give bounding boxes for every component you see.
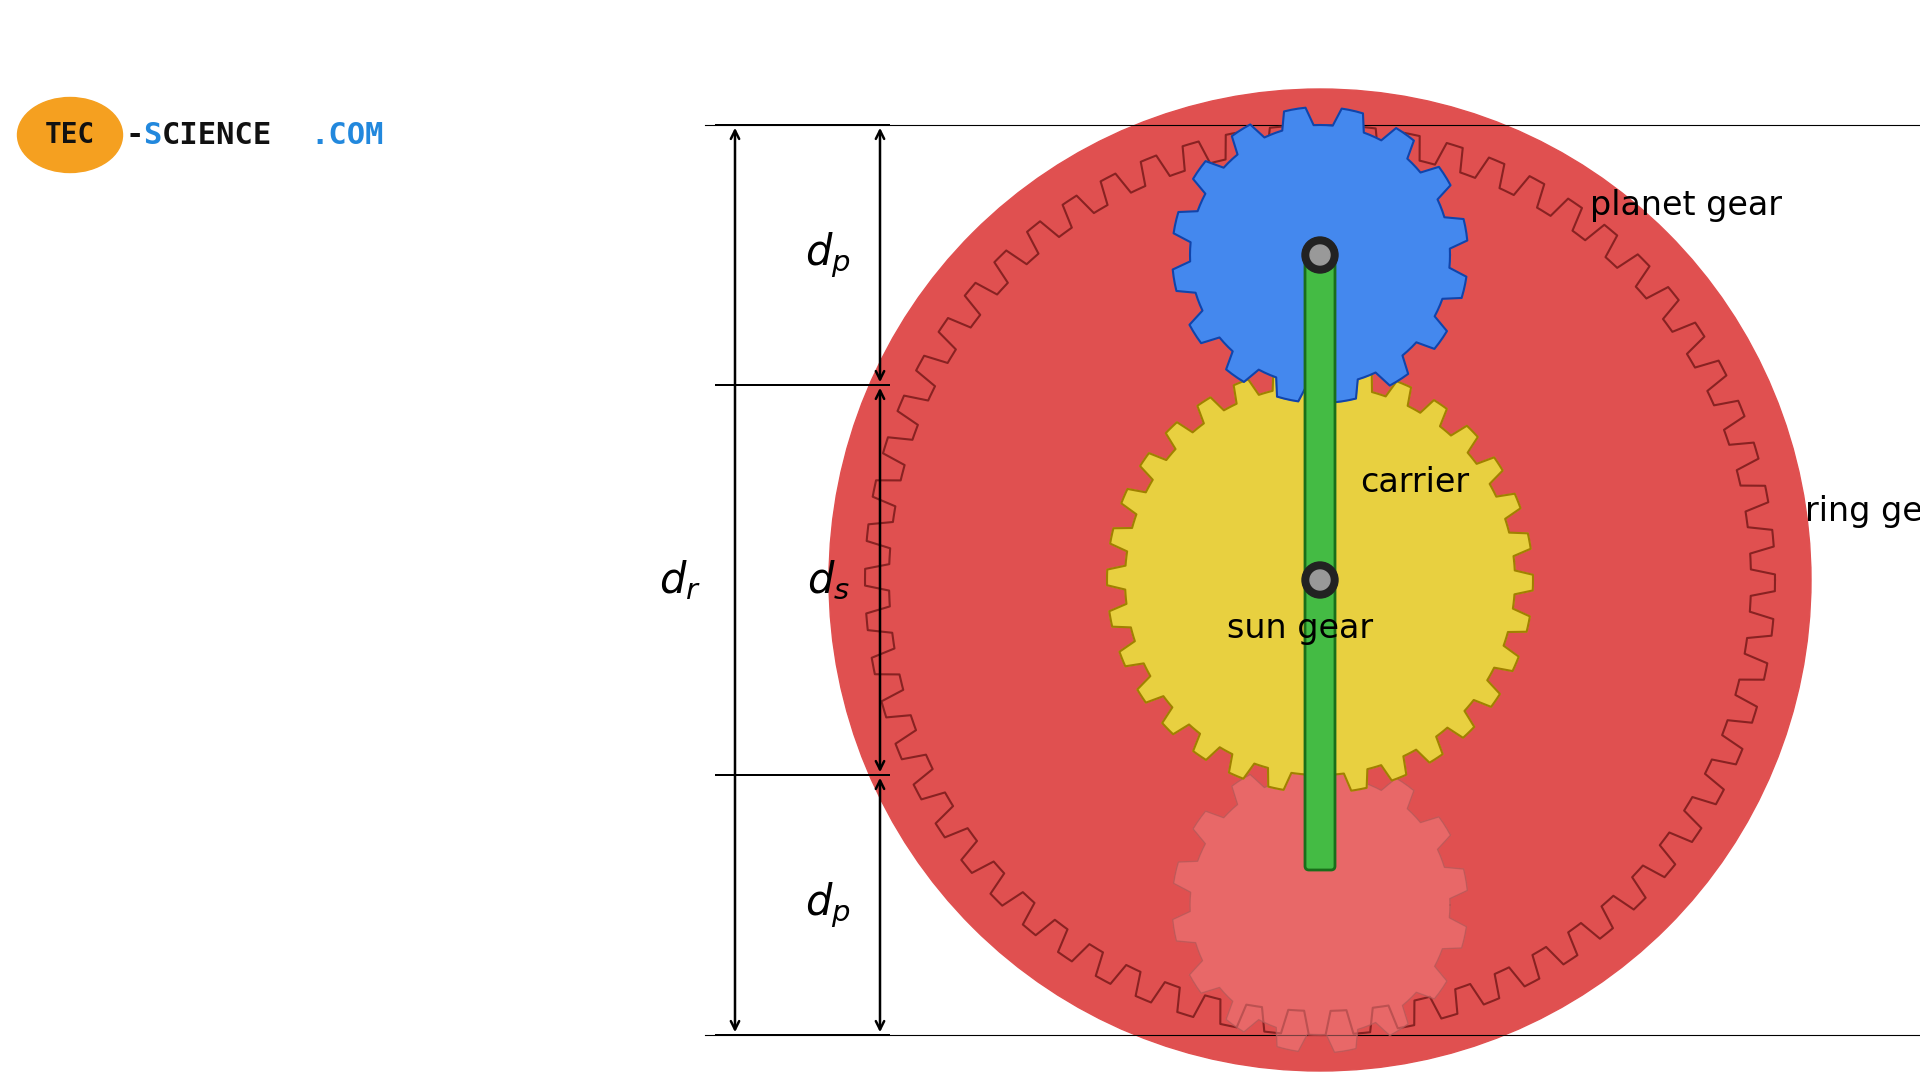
Circle shape [1309,245,1331,265]
Text: planet gear: planet gear [1590,189,1782,221]
Circle shape [1302,237,1338,273]
Ellipse shape [17,97,123,173]
Polygon shape [1108,367,1532,793]
Text: $d_p$: $d_p$ [804,230,851,280]
Text: $d_s$: $d_s$ [806,558,849,602]
FancyBboxPatch shape [1306,251,1334,870]
Text: $d_p$: $d_p$ [804,880,851,930]
Text: -: - [125,121,144,149]
Text: $d_r$: $d_r$ [659,558,701,602]
Text: .COM: .COM [309,121,384,149]
Circle shape [1302,562,1338,598]
Text: ring gear: ring gear [1805,496,1920,528]
Text: S: S [142,121,161,149]
Polygon shape [1173,108,1467,402]
Text: carrier: carrier [1359,465,1469,499]
Text: CIENCE: CIENCE [161,121,273,149]
Text: TEC: TEC [44,121,96,149]
Polygon shape [866,125,1774,1035]
Text: sun gear: sun gear [1227,612,1373,645]
Circle shape [1309,570,1331,590]
Circle shape [829,89,1811,1071]
Polygon shape [1173,758,1467,1052]
